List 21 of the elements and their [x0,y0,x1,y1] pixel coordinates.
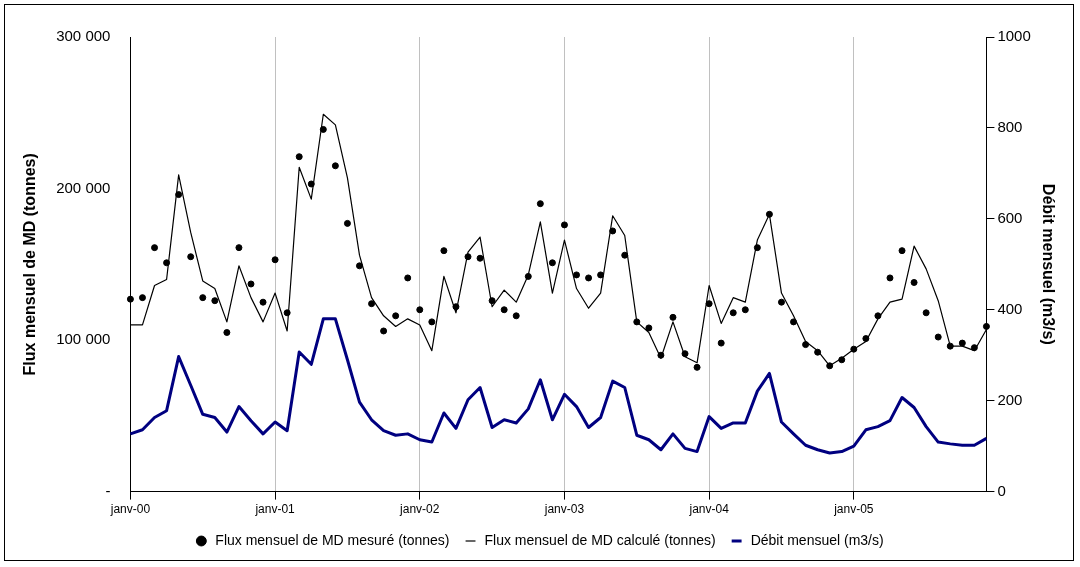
x-tick-label: janv-05 [833,502,874,517]
y-axis-title: Flux mensuel de MD (tonnes) [21,153,39,376]
y2-tick-label: 200 [997,390,1023,408]
y-tick-label: 300 000 [56,27,111,45]
y2-tick-label: 1000 [997,27,1031,45]
y2-tick-label: 800 [997,118,1023,136]
legend-label: Débit mensuel (m3/s) [750,531,884,548]
legend-label: Flux mensuel de MD calculé (tonnes) [484,531,716,548]
x-tick-label: janv-03 [543,502,585,517]
y2-tick-label: 0 [997,481,1006,499]
x-tick-label: janv-04 [688,502,730,517]
y-tick-label: - [105,481,111,499]
x-tick-label: janv-02 [399,502,440,517]
y-tick-label: 100 000 [56,330,111,348]
y2-tick-label: 600 [997,208,1023,226]
y-tick-label: 200 000 [56,178,111,196]
y2-tick-label: 400 [997,299,1023,317]
x-tick-label: janv-00 [109,502,151,517]
y2-axis-title: Débit mensuel (m3/s) [1039,183,1057,345]
x-tick-label: janv-01 [254,502,296,517]
legend-label: Flux mensuel de MD mesuré (tonnes) [215,531,450,548]
